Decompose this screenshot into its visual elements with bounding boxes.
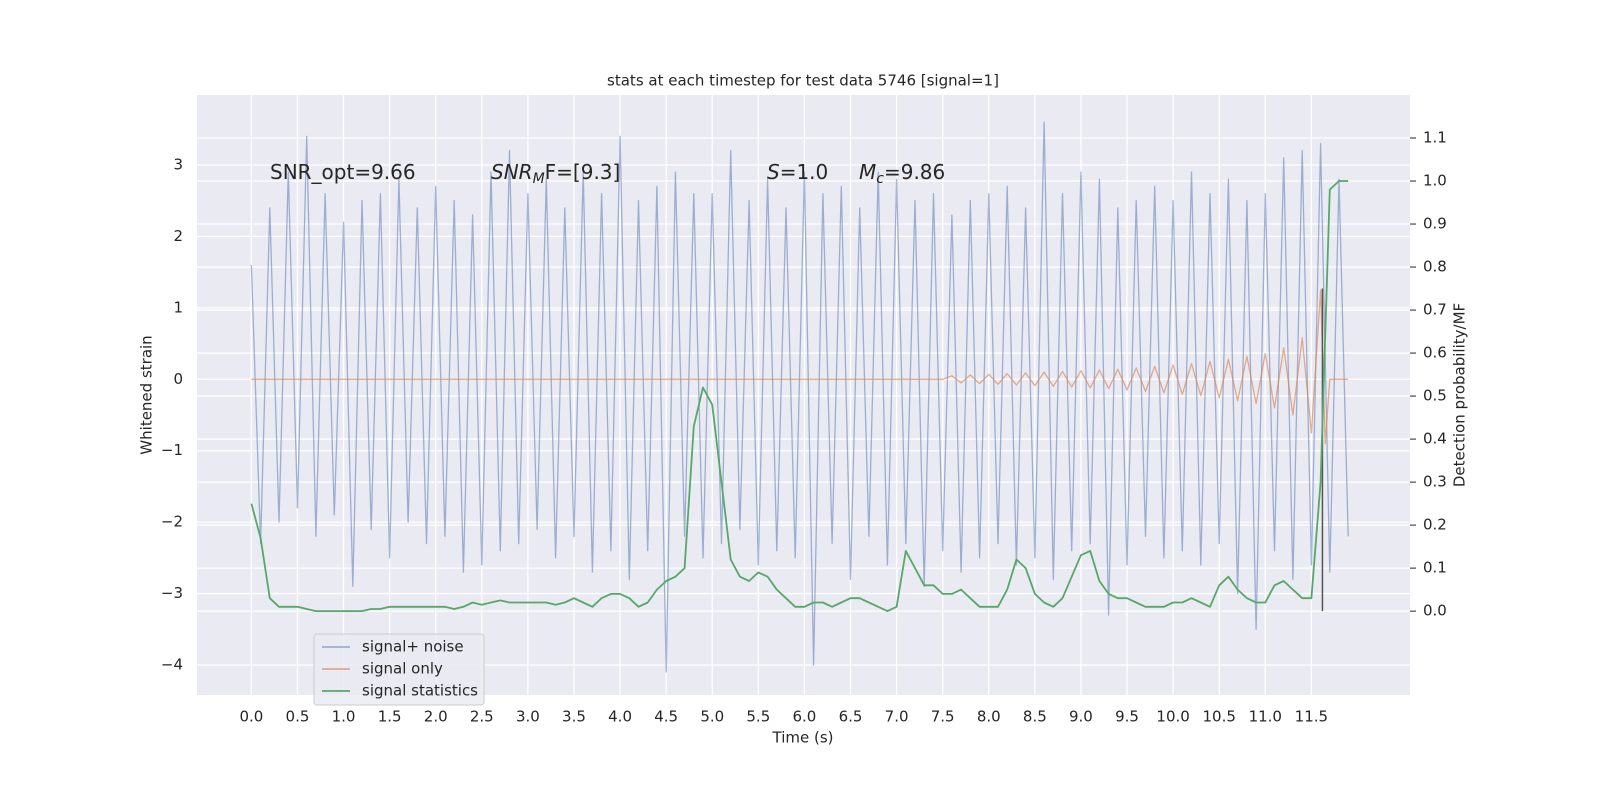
y2-tick-label: 0.8 — [1423, 258, 1447, 276]
y2-axis-label: Detection probability/MF — [1451, 303, 1469, 487]
x-tick-label: 5.5 — [746, 708, 770, 726]
y-tick-label: 1 — [173, 298, 183, 316]
x-tick-label: 0.0 — [239, 708, 263, 726]
x-tick-label: 10.0 — [1156, 708, 1189, 726]
x-tick-label: 10.5 — [1202, 708, 1235, 726]
y-tick-label: 2 — [173, 227, 183, 245]
y2-tick-label: 0.5 — [1423, 387, 1447, 405]
x-tick-label: 9.5 — [1115, 708, 1139, 726]
x-tick-label: 11.5 — [1295, 708, 1328, 726]
x-tick-label: 7.5 — [931, 708, 955, 726]
y-tick-label: 3 — [173, 156, 183, 174]
annotation: SNRMF=[9.3] — [491, 160, 620, 188]
y2-tick-label: 0.2 — [1423, 516, 1447, 534]
x-tick-label: 2.0 — [424, 708, 448, 726]
legend-label: signal statistics — [362, 682, 478, 700]
y2-tick-label: 0.4 — [1423, 430, 1447, 448]
annotation-part: SNR_opt=9.66 — [270, 160, 416, 184]
x-tick-label: 1.0 — [332, 708, 356, 726]
annotation: Mc=9.86 — [859, 160, 945, 188]
x-tick-label: 8.0 — [977, 708, 1001, 726]
annotation-part: M — [533, 171, 545, 187]
series-line — [250, 121, 1349, 673]
x-tick-label: 3.0 — [516, 708, 540, 726]
annotation-part: S — [767, 160, 780, 184]
x-axis-label: Time (s) — [772, 729, 834, 747]
x-tick-label: 2.5 — [470, 708, 494, 726]
x-tick-label: 5.0 — [700, 708, 724, 726]
x-tick-label: 0.5 — [286, 708, 310, 726]
y-tick-label: −3 — [161, 584, 183, 602]
legend — [313, 633, 485, 706]
annotation: SNR_opt=9.66 — [270, 160, 416, 184]
x-tick-label: 7.0 — [885, 708, 909, 726]
x-tick-label: 11.0 — [1249, 708, 1282, 726]
labels: 0.0 0.5 1.0 1.5 2.0 2.5 3.0 3.5 4.0 4.5 5.0 5.5 6.0 6… — [161, 129, 1447, 726]
y2-tick-label: 0.7 — [1423, 301, 1447, 319]
y-axis-label: Whitened strain — [138, 335, 156, 454]
y-tick-label: −1 — [161, 441, 183, 459]
annotation-part: =1.0 — [780, 160, 829, 184]
series-line — [250, 180, 1349, 612]
y2-tick-label: 0.3 — [1423, 473, 1447, 491]
y2-tick-label: 0.6 — [1423, 344, 1447, 362]
y-tick-label: 0 — [173, 370, 183, 388]
annotation-part: F=[9.3] — [545, 160, 621, 184]
x-tick-label: 3.5 — [562, 708, 586, 726]
legend-label: signal only — [362, 660, 443, 678]
x-tick-label: 4.5 — [654, 708, 678, 726]
y2-tick-label: 1.0 — [1423, 172, 1447, 190]
annotation-part: M — [859, 160, 876, 184]
annotation-part: SNR — [491, 160, 533, 184]
x-tick-label: 8.5 — [1023, 708, 1047, 726]
series-line — [251, 289, 1349, 445]
x-tick-label: 4.0 — [608, 708, 632, 726]
y2-tick-label: 0.0 — [1423, 602, 1447, 620]
grid — [197, 95, 1410, 695]
y-tick-label: −2 — [161, 513, 183, 531]
marks — [250, 121, 1349, 673]
y2-tick-label: 0.1 — [1423, 559, 1447, 577]
y2-tick-label: 0.9 — [1423, 215, 1447, 233]
x-tick-label: 1.5 — [378, 708, 402, 726]
annotation-part: =9.86 — [884, 160, 945, 184]
x-tick-label: 6.0 — [792, 708, 816, 726]
y2-tick-label: 1.1 — [1423, 129, 1447, 147]
annotation: S=1.0 — [767, 160, 828, 184]
chart-title: stats at each timestep for test data 574… — [607, 72, 999, 90]
y-tick-label: −4 — [161, 656, 183, 674]
x-tick-label: 6.5 — [839, 708, 863, 726]
x-tick-label: 9.0 — [1069, 708, 1093, 726]
legend-label: signal+ noise — [362, 638, 464, 656]
annotation-part: c — [876, 171, 884, 187]
